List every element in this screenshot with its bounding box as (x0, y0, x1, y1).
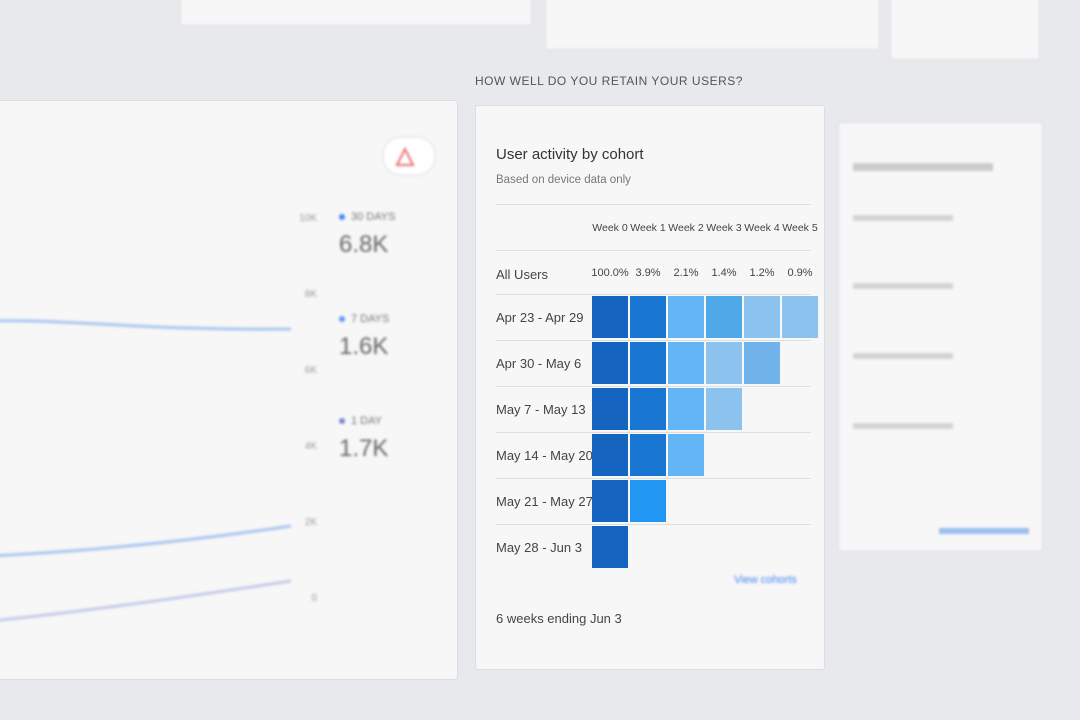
cohort-label: May 7 - May 13 (496, 402, 586, 417)
view-cohorts-link[interactable]: View cohorts (734, 574, 797, 586)
placeholder-line (853, 163, 993, 171)
metric-value: 6.8K (339, 231, 389, 258)
cohort-label: Apr 30 - May 6 (496, 356, 582, 371)
cohort-label: Apr 23 - Apr 29 (496, 310, 584, 325)
line-1-day (0, 579, 292, 622)
metric-label-text: 7 DAYS (351, 313, 390, 325)
retention-cell (592, 480, 628, 522)
placeholder-line (853, 423, 953, 429)
retention-cell (668, 388, 704, 430)
metric: 30 DAYS 6.8K (339, 211, 395, 259)
row-divider (496, 340, 811, 341)
all-users-value: 1.2% (749, 267, 775, 279)
legend-dot (339, 214, 345, 220)
side-card (838, 122, 1043, 552)
divider (496, 250, 811, 251)
row-divider (496, 294, 811, 295)
line-30-days (0, 319, 292, 331)
retention-cell (592, 526, 628, 568)
retention-cell (630, 296, 666, 338)
retention-cell (630, 480, 666, 522)
row-divider (496, 386, 811, 387)
week-header: Week 1 (630, 222, 666, 234)
all-users-value: 2.1% (673, 267, 699, 279)
metric-label-text: 30 DAYS (351, 211, 396, 223)
alert-icon (395, 146, 415, 166)
y-tick-label: 10K (299, 213, 317, 224)
all-users-value: 0.9% (787, 267, 813, 279)
card-footer: 6 weeks ending Jun 3 (496, 611, 622, 626)
retention-cell (668, 342, 704, 384)
top-card (180, 0, 532, 26)
y-tick-label: 6K (304, 365, 317, 376)
retention-cell (668, 296, 704, 338)
placeholder-line (853, 353, 953, 359)
retention-cell (706, 388, 742, 430)
all-users-value: 1.4% (711, 267, 737, 279)
section-title: HOW WELL DO YOU RETAIN YOUR USERS? (475, 74, 743, 88)
placeholder-link[interactable] (939, 528, 1029, 534)
cohort-label: May 28 - Jun 3 (496, 540, 582, 555)
cohort-label: May 21 - May 27 (496, 494, 593, 509)
row-divider (496, 432, 811, 433)
week-header: Week 0 (592, 222, 628, 234)
row-divider (496, 478, 811, 479)
retention-cell (668, 434, 704, 476)
week-header: Week 2 (668, 222, 704, 234)
legend-dot (339, 418, 345, 424)
divider (496, 204, 811, 205)
retention-cell (592, 434, 628, 476)
placeholder-line (853, 215, 953, 221)
retention-cell (630, 342, 666, 384)
line-7-days (0, 524, 292, 558)
metric: 1 DAY 1.7K (339, 415, 388, 463)
retention-cell (744, 296, 780, 338)
card-subtitle: Based on device data only (496, 174, 631, 186)
retention-cell (630, 388, 666, 430)
retention-cell (592, 388, 628, 430)
legend-dot (339, 316, 345, 322)
retention-cell (706, 342, 742, 384)
top-card (545, 0, 880, 50)
metric: 7 DAYS 1.6K (339, 313, 389, 361)
week-header: Week 4 (744, 222, 780, 234)
week-header: Week 5 (782, 222, 818, 234)
y-tick-label: 4K (304, 441, 317, 452)
trend-lines (0, 136, 436, 622)
retention-cell (630, 434, 666, 476)
y-tick-label: 0 (311, 593, 317, 604)
all-users-value: 100.0% (591, 267, 629, 279)
metric-label: 30 DAYS (339, 211, 395, 223)
row-divider (496, 524, 811, 525)
placeholder-line (853, 283, 953, 289)
cohort-label: May 14 - May 20 (496, 448, 593, 463)
retention-cell (706, 296, 742, 338)
week-header: Week 3 (706, 222, 742, 234)
retention-cell (592, 342, 628, 384)
all-users-value: 3.9% (635, 267, 661, 279)
retention-cell (744, 342, 780, 384)
cohort-card: User activity by cohort Based on device … (475, 105, 825, 670)
metric-value: 1.6K (339, 333, 389, 360)
metric-label: 1 DAY (339, 415, 388, 427)
metric-value: 1.7K (339, 435, 389, 462)
active-users-card: 30 DAYS 6.8K 7 DAYS 1.6K 1 DAY 1.7K 10K 8K 6K 4K… (0, 100, 458, 680)
retention-cell (782, 296, 818, 338)
metric-label: 7 DAYS (339, 313, 389, 325)
metric-label-text: 1 DAY (351, 415, 382, 427)
top-card (890, 0, 1040, 60)
card-title: User activity by cohort (496, 146, 644, 163)
y-tick-label: 2K (304, 517, 317, 528)
all-users-label: All Users (496, 267, 549, 282)
retention-cell (592, 296, 628, 338)
y-tick-label: 8K (304, 289, 317, 300)
